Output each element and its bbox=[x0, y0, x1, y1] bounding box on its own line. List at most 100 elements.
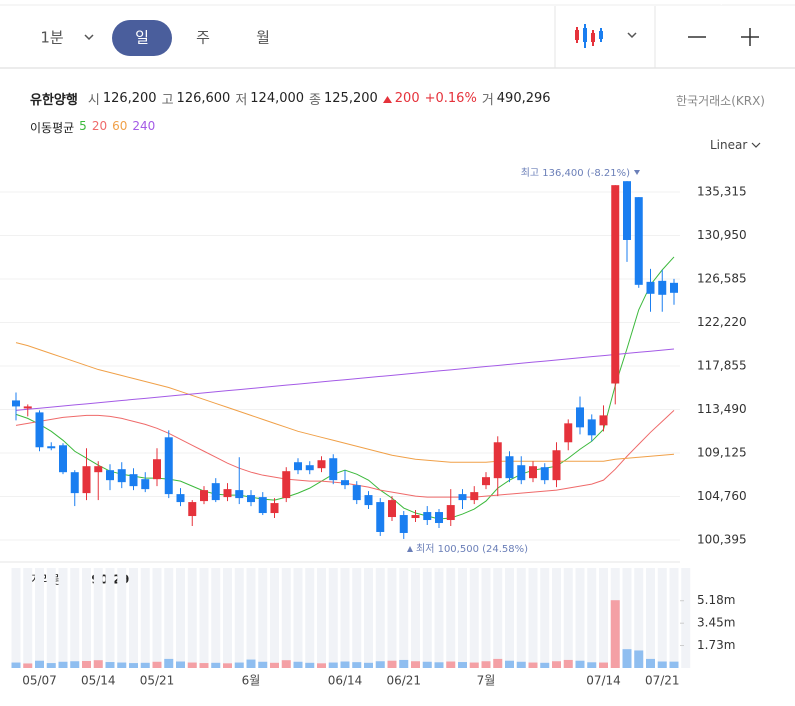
volume-column-bg bbox=[211, 568, 221, 668]
y-tick-label: 100,395 bbox=[697, 532, 747, 546]
max-annotation: 최고 136,400 (-8.21%) bbox=[521, 167, 630, 179]
candle-body bbox=[435, 512, 443, 524]
volume-column-bg bbox=[563, 568, 573, 668]
candle-body bbox=[12, 400, 20, 407]
value: 490,296 bbox=[496, 91, 551, 106]
candle-body bbox=[634, 197, 643, 285]
tab-day[interactable]: 일 bbox=[135, 29, 149, 47]
volume-column-bg bbox=[575, 568, 585, 668]
candle-body bbox=[94, 466, 103, 473]
volume-bar bbox=[622, 649, 632, 668]
volume-column-bg bbox=[199, 568, 209, 668]
volume-bar bbox=[11, 662, 21, 668]
volume-bar bbox=[387, 660, 397, 668]
tab-1min[interactable]: 1분 bbox=[40, 29, 64, 47]
moving-average-line bbox=[15, 348, 675, 411]
volume-column-bg bbox=[270, 568, 279, 668]
chevron[interactable] bbox=[751, 142, 761, 148]
tab-month[interactable]: 월 bbox=[256, 29, 270, 47]
volume-column-bg bbox=[11, 568, 21, 668]
chart-type-icon[interactable] bbox=[575, 24, 603, 48]
scale-mode[interactable]: Linear bbox=[710, 138, 748, 152]
ma-legend-item[interactable]: 20 bbox=[91, 119, 108, 133]
volume-bar bbox=[469, 662, 479, 668]
volume-column-bg bbox=[422, 568, 432, 668]
volume-bar bbox=[610, 600, 620, 668]
volume-column-bg bbox=[328, 568, 338, 668]
x-tick-label: 06/21 bbox=[386, 674, 421, 688]
ma-legend-item[interactable]: 60 bbox=[112, 119, 128, 133]
volume-column-bg bbox=[375, 568, 385, 668]
volume-column-bg bbox=[93, 568, 103, 668]
volume-bar bbox=[93, 660, 103, 668]
chevron[interactable] bbox=[84, 34, 94, 41]
volume-bar bbox=[82, 660, 91, 668]
volume-bar bbox=[317, 663, 326, 668]
volume-tick-label: 1.73m bbox=[697, 638, 735, 652]
volume-column-bg bbox=[140, 568, 150, 668]
candle-body bbox=[458, 494, 467, 501]
volume-column-bg bbox=[70, 568, 80, 668]
volume-bar bbox=[364, 662, 373, 668]
volume-column-bg bbox=[411, 568, 420, 668]
candle-body bbox=[282, 471, 291, 499]
candle-body bbox=[646, 281, 655, 294]
volume-bar bbox=[199, 663, 209, 668]
candle-body bbox=[376, 502, 385, 532]
candle-body bbox=[552, 450, 561, 481]
volume-label: 거래량 bbox=[30, 573, 63, 587]
y-tick-label: 122,220 bbox=[697, 315, 747, 329]
volume-column-bg bbox=[82, 568, 91, 668]
candle-body bbox=[317, 460, 326, 469]
volume-bar bbox=[152, 661, 162, 668]
volume-bar bbox=[281, 660, 291, 668]
candle-body bbox=[493, 442, 502, 479]
volume-bar bbox=[270, 662, 279, 668]
volume-bar bbox=[657, 661, 667, 668]
volume-bar bbox=[211, 662, 221, 668]
moving-average-line bbox=[15, 342, 675, 463]
ma-legend-item[interactable]: 5 bbox=[79, 119, 87, 133]
candle-body bbox=[576, 407, 584, 428]
tab-active-bg[interactable] bbox=[112, 20, 172, 56]
candle-body bbox=[540, 467, 549, 481]
volume-bar bbox=[411, 661, 420, 668]
chevron[interactable] bbox=[627, 32, 637, 39]
volume-column-bg bbox=[352, 568, 362, 668]
volume-column-bg bbox=[387, 568, 397, 668]
ma-legend-item[interactable]: 240 bbox=[132, 119, 156, 133]
volume-column-bg bbox=[105, 568, 115, 668]
volume-column-bg bbox=[246, 568, 256, 668]
volume-column-bg bbox=[516, 568, 526, 668]
x-tick-label: 6월 bbox=[242, 674, 261, 688]
candle-body bbox=[247, 495, 255, 503]
volume-column-bg bbox=[35, 568, 44, 668]
volume-column-bg bbox=[305, 568, 315, 668]
volume-bar bbox=[634, 650, 644, 668]
volume-column-bg bbox=[234, 568, 244, 668]
volume-bar bbox=[340, 661, 350, 668]
volume-column-bg bbox=[152, 568, 162, 668]
x-tick-label: 07/21 bbox=[645, 674, 680, 688]
up-arrow bbox=[382, 95, 392, 103]
x-tick-label: 7월 bbox=[477, 674, 496, 688]
volume-column-bg bbox=[317, 568, 326, 668]
volume-bar bbox=[493, 658, 503, 668]
quote-row: 유한양행 시 126,200 고 126,600 저 124,000 종 125,200… bbox=[30, 89, 556, 108]
candle-body bbox=[423, 512, 432, 521]
volume-column-bg bbox=[434, 568, 444, 668]
volume-bar bbox=[458, 662, 467, 668]
zoom-in[interactable] bbox=[741, 28, 759, 46]
volume-column-bg bbox=[58, 568, 68, 668]
volume-tick-label: 5.18m bbox=[697, 593, 735, 607]
volume-column-bg bbox=[281, 568, 291, 668]
volume-bar bbox=[105, 662, 115, 668]
tab-week[interactable]: 주 bbox=[196, 29, 210, 47]
volume-column-bg bbox=[117, 568, 127, 668]
volume-column-bg bbox=[223, 568, 232, 668]
candle-body bbox=[200, 490, 208, 502]
volume-column-bg bbox=[646, 568, 655, 668]
volume-bar bbox=[434, 662, 444, 668]
volume-column-bg bbox=[481, 568, 491, 668]
volume-bar bbox=[46, 663, 56, 668]
